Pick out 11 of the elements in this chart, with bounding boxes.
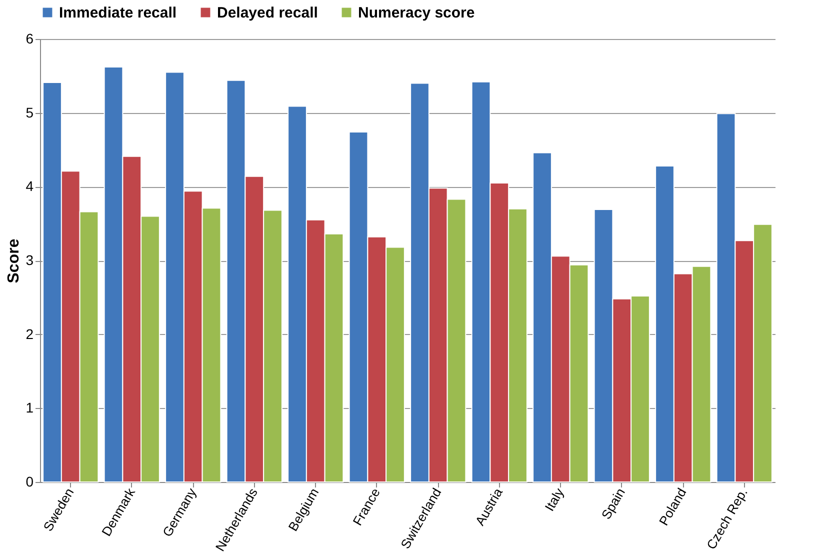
- legend-label: Numeracy score: [358, 4, 475, 22]
- y-tick-label: 0: [26, 474, 34, 490]
- y-tick-label: 4: [26, 178, 34, 194]
- legend-label: Delayed recall: [217, 4, 318, 22]
- legend-label: Immediate recall: [59, 4, 177, 22]
- y-tick-label: 5: [26, 104, 34, 120]
- y-axis-title: Score: [6, 238, 23, 284]
- y-tick-label: 2: [26, 326, 34, 342]
- y-tick-label: 6: [26, 30, 34, 46]
- y-tick-label: 3: [26, 252, 34, 268]
- y-tick-label: 1: [26, 400, 34, 416]
